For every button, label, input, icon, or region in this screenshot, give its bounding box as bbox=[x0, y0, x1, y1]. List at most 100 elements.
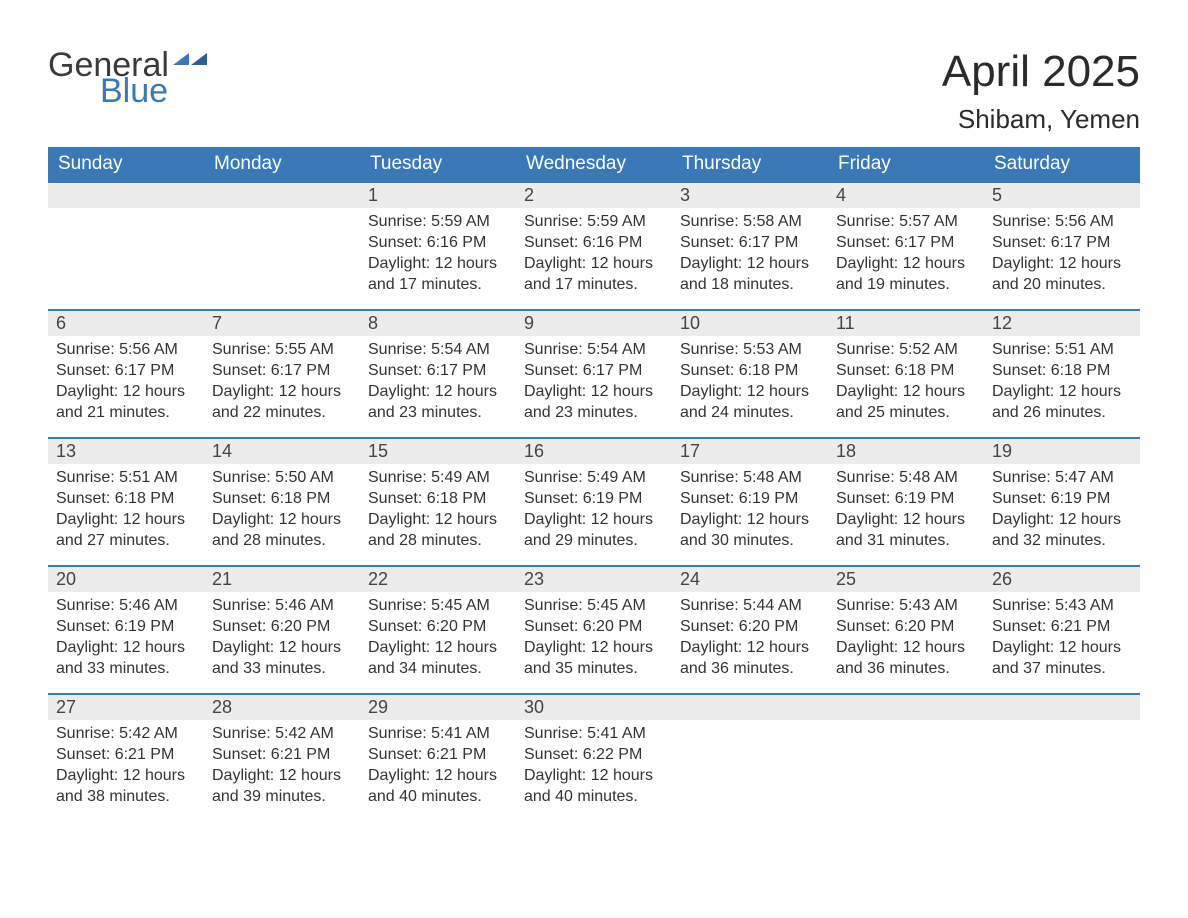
daylight-line-1: Daylight: 12 hours bbox=[524, 382, 664, 403]
day-number: 25 bbox=[836, 569, 856, 589]
sunset-line: Sunset: 6:19 PM bbox=[836, 489, 976, 510]
day-cell: 5 Sunrise: 5:56 AMSunset: 6:17 PMDaylight… bbox=[984, 182, 1140, 310]
daylight-line-1: Daylight: 12 hours bbox=[212, 382, 352, 403]
day-number: 18 bbox=[836, 441, 856, 461]
sunset-line: Sunset: 6:17 PM bbox=[992, 233, 1132, 254]
day-number: 20 bbox=[56, 569, 76, 589]
sunset-line: Sunset: 6:18 PM bbox=[992, 361, 1132, 382]
day-number: 2 bbox=[524, 185, 534, 205]
day-body: Sunrise: 5:56 AMSunset: 6:17 PMDaylight:… bbox=[984, 208, 1140, 303]
sunrise-line: Sunrise: 5:49 AM bbox=[524, 468, 664, 489]
day-number: 22 bbox=[368, 569, 388, 589]
sunset-line: Sunset: 6:21 PM bbox=[368, 745, 508, 766]
sunset-line: Sunset: 6:20 PM bbox=[680, 617, 820, 638]
day-body: Sunrise: 5:49 AMSunset: 6:19 PMDaylight:… bbox=[516, 464, 672, 559]
sunrise-line: Sunrise: 5:43 AM bbox=[992, 596, 1132, 617]
sunrise-line: Sunrise: 5:42 AM bbox=[56, 724, 196, 745]
week-row: 20Sunrise: 5:46 AMSunset: 6:19 PMDayligh… bbox=[48, 566, 1140, 694]
daylight-line-1: Daylight: 12 hours bbox=[680, 382, 820, 403]
sunrise-line: Sunrise: 5:51 AM bbox=[992, 340, 1132, 361]
sunrise-line: Sunrise: 5:46 AM bbox=[212, 596, 352, 617]
day-cell bbox=[828, 694, 984, 822]
month-title: April 2025 bbox=[942, 48, 1140, 96]
daylight-line-1: Daylight: 12 hours bbox=[524, 510, 664, 531]
day-body: Sunrise: 5:57 AMSunset: 6:17 PMDaylight:… bbox=[828, 208, 984, 303]
sunrise-line: Sunrise: 5:51 AM bbox=[56, 468, 196, 489]
day-cell: 23Sunrise: 5:45 AMSunset: 6:20 PMDayligh… bbox=[516, 566, 672, 694]
day-cell: 15Sunrise: 5:49 AMSunset: 6:18 PMDayligh… bbox=[360, 438, 516, 566]
day-body: Sunrise: 5:48 AMSunset: 6:19 PMDaylight:… bbox=[672, 464, 828, 559]
day-number-band: 10 bbox=[672, 311, 828, 336]
daylight-line-1: Daylight: 12 hours bbox=[212, 766, 352, 787]
day-cell: 1Sunrise: 5:59 AMSunset: 6:16 PMDaylight… bbox=[360, 182, 516, 310]
day-number-band: 3 bbox=[672, 183, 828, 208]
day-cell: 14Sunrise: 5:50 AMSunset: 6:18 PMDayligh… bbox=[204, 438, 360, 566]
weekday-header: Tuesday bbox=[360, 147, 516, 182]
sunrise-line: Sunrise: 5:48 AM bbox=[836, 468, 976, 489]
sunrise-line: Sunrise: 5:42 AM bbox=[212, 724, 352, 745]
daylight-line-2: and 22 minutes. bbox=[212, 403, 352, 424]
day-number: 5 bbox=[992, 185, 1002, 205]
day-cell: 29Sunrise: 5:41 AMSunset: 6:21 PMDayligh… bbox=[360, 694, 516, 822]
day-number: 8 bbox=[368, 313, 378, 333]
flag-icon bbox=[173, 51, 207, 79]
day-number-band: 19 bbox=[984, 439, 1140, 464]
title-block: April 2025 Shibam, Yemen bbox=[942, 48, 1140, 135]
day-body: Sunrise: 5:54 AMSunset: 6:17 PMDaylight:… bbox=[516, 336, 672, 431]
day-body: Sunrise: 5:54 AMSunset: 6:17 PMDaylight:… bbox=[360, 336, 516, 431]
day-body: Sunrise: 5:45 AMSunset: 6:20 PMDaylight:… bbox=[360, 592, 516, 687]
day-body: Sunrise: 5:51 AMSunset: 6:18 PMDaylight:… bbox=[984, 336, 1140, 431]
daylight-line-2: and 23 minutes. bbox=[524, 403, 664, 424]
daylight-line-1: Daylight: 12 hours bbox=[992, 382, 1132, 403]
sunset-line: Sunset: 6:19 PM bbox=[524, 489, 664, 510]
daylight-line-2: and 25 minutes. bbox=[836, 403, 976, 424]
daylight-line-1: Daylight: 12 hours bbox=[212, 638, 352, 659]
daylight-line-2: and 33 minutes. bbox=[212, 659, 352, 680]
day-cell: 13Sunrise: 5:51 AMSunset: 6:18 PMDayligh… bbox=[48, 438, 204, 566]
day-cell: 19Sunrise: 5:47 AMSunset: 6:19 PMDayligh… bbox=[984, 438, 1140, 566]
daylight-line-2: and 19 minutes. bbox=[836, 275, 976, 296]
day-number-band: 24 bbox=[672, 567, 828, 592]
daylight-line-1: Daylight: 12 hours bbox=[56, 638, 196, 659]
day-body: Sunrise: 5:56 AMSunset: 6:17 PMDaylight:… bbox=[48, 336, 204, 431]
sunset-line: Sunset: 6:17 PM bbox=[680, 233, 820, 254]
weekday-header: Sunday bbox=[48, 147, 204, 182]
sunset-line: Sunset: 6:17 PM bbox=[524, 361, 664, 382]
day-cell: 24Sunrise: 5:44 AMSunset: 6:20 PMDayligh… bbox=[672, 566, 828, 694]
day-cell bbox=[204, 182, 360, 310]
week-row: 13 Sunrise: 5:51 AM Sunset: 6:18 PM Dayligh… bbox=[48, 438, 1140, 566]
day-body: Sunrise: 5:41 AMSunset: 6:22 PMDaylight:… bbox=[516, 720, 672, 815]
day-number-band: 16 bbox=[516, 439, 672, 464]
sunset-line: Sunset: 6:16 PM bbox=[368, 233, 508, 254]
weekday-header: Wednesday bbox=[516, 147, 672, 182]
sunrise-line: Sunrise: 5:41 AM bbox=[368, 724, 508, 745]
daylight-line-2: and 17 minutes. bbox=[368, 275, 508, 296]
sunrise-line: Sunrise: 5:48 AM bbox=[680, 468, 820, 489]
day-cell: 7Sunrise: 5:55 AMSunset: 6:17 PMDaylight… bbox=[204, 310, 360, 438]
day-number-band: 5 bbox=[984, 183, 1140, 208]
daylight-line-1: Daylight: 12 hours bbox=[368, 766, 508, 787]
day-number-band: 7 bbox=[204, 311, 360, 336]
day-number: 4 bbox=[836, 185, 846, 205]
header: General Blue April 2025 Shibam, Yemen bbox=[48, 48, 1140, 135]
day-body: Sunrise: 5:43 AMSunset: 6:20 PMDaylight:… bbox=[828, 592, 984, 687]
sunset-line: Sunset: 6:20 PM bbox=[212, 617, 352, 638]
day-body: Sunrise: 5:41 AMSunset: 6:21 PMDaylight:… bbox=[360, 720, 516, 815]
sunrise-line: Sunrise: 5:49 AM bbox=[368, 468, 508, 489]
day-number: 13 bbox=[56, 441, 76, 461]
day-number-band bbox=[984, 695, 1140, 720]
day-number-band: 23 bbox=[516, 567, 672, 592]
sunset-line: Sunset: 6:20 PM bbox=[524, 617, 664, 638]
day-number: 30 bbox=[524, 697, 544, 717]
day-cell: 8 Sunrise: 5:54 AMSunset: 6:17 PMDaylight… bbox=[360, 310, 516, 438]
day-cell: 28Sunrise: 5:42 AMSunset: 6:21 PMDayligh… bbox=[204, 694, 360, 822]
day-body: Sunrise: 5:50 AMSunset: 6:18 PMDaylight:… bbox=[204, 464, 360, 559]
day-cell: 11Sunrise: 5:52 AMSunset: 6:18 PMDayligh… bbox=[828, 310, 984, 438]
sunrise-line: Sunrise: 5:58 AM bbox=[680, 212, 820, 233]
day-number: 6 bbox=[56, 313, 66, 333]
daylight-line-1: Daylight: 12 hours bbox=[836, 254, 976, 275]
day-body: Sunrise: 5:52 AMSunset: 6:18 PMDaylight:… bbox=[828, 336, 984, 431]
day-cell: 17Sunrise: 5:48 AMSunset: 6:19 PMDayligh… bbox=[672, 438, 828, 566]
day-number-band: 9 bbox=[516, 311, 672, 336]
sunset-line: Sunset: 6:18 PM bbox=[212, 489, 352, 510]
